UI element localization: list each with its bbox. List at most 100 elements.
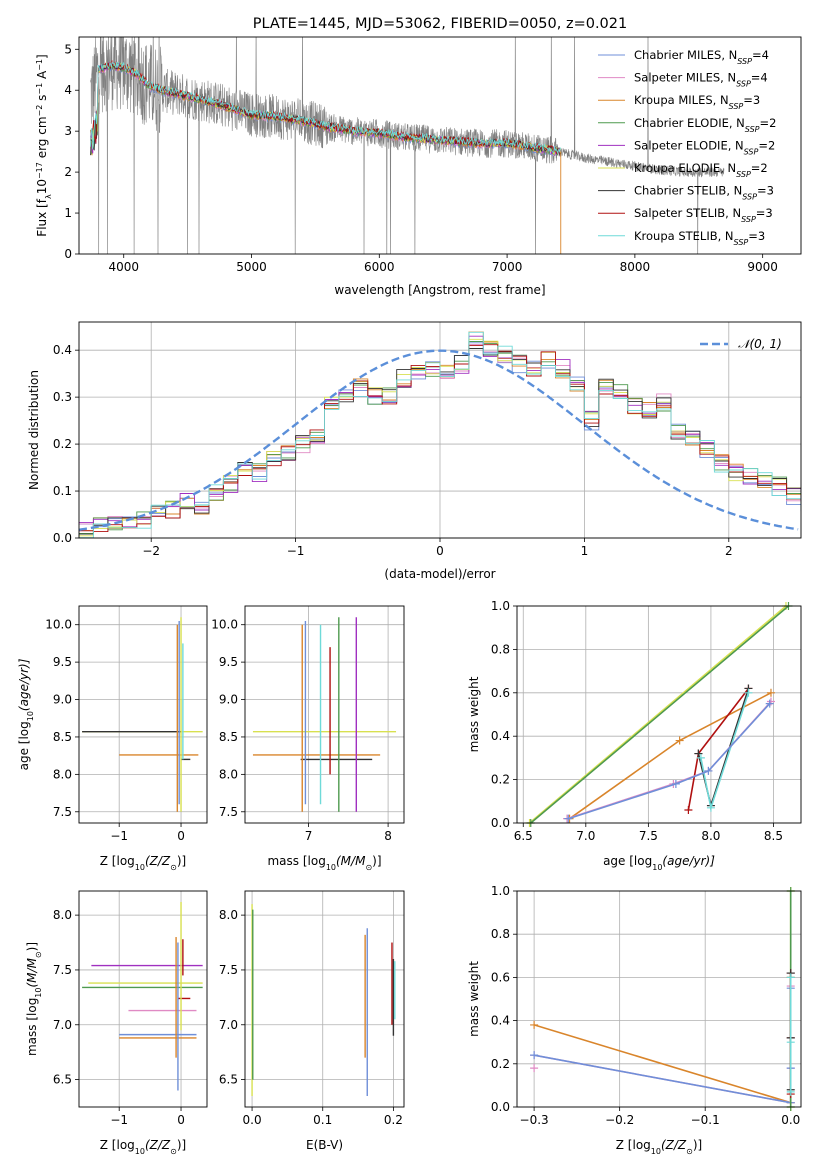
mass-age-panel: 7 8 7.5 8.0 8.5 9.0 9.5 10.0 mass [log10(M/M⊙)] xyxy=(211,605,405,872)
weight-marker xyxy=(675,736,684,745)
residual-histogram xyxy=(79,338,801,537)
legend-label: Chabrier STELIB, NSSP=3 xyxy=(634,184,774,202)
legend-sub: SSP xyxy=(744,147,759,156)
chart-title: PLATE=1445, MJD=53062, FIBERID=0050, z=0… xyxy=(253,16,627,32)
y-tick-label: 7.0 xyxy=(53,1018,72,1032)
y-axis-label: mass [log10(M/M⊙)] xyxy=(25,942,43,1056)
legend-text: Chabrier STELIB, N xyxy=(634,184,742,198)
z-mass-panel: −1 06.57.07.58.0Z [log10(Z/Z⊙)]mass [log1… xyxy=(25,890,208,1156)
label-part: −2 xyxy=(35,105,44,117)
y-tick-label: 8.5 xyxy=(53,730,72,744)
label-part: (M/M xyxy=(336,854,366,868)
axes-frame xyxy=(78,36,802,255)
y-tick-label: 0.6 xyxy=(491,686,510,700)
legend-label: Kroupa ELODIE, NSSP=2 xyxy=(634,161,768,179)
x-tick-label: 6000 xyxy=(364,260,395,274)
residual-histogram xyxy=(79,331,801,532)
x-axis-label: Z [log10(Z/Z⊙)] xyxy=(100,854,186,872)
weight-line xyxy=(533,986,792,1104)
x-tick-label: −0.2 xyxy=(605,1113,634,1127)
label-part: ] xyxy=(35,54,49,59)
label-part: −1 xyxy=(35,59,44,71)
label-part: age [log xyxy=(17,721,31,770)
legend-text: =3 xyxy=(757,184,774,198)
axes-frame xyxy=(244,890,405,1108)
x-tick-label: 7.0 xyxy=(576,829,595,843)
y-tick-label: 0.8 xyxy=(491,642,510,656)
label-part: )] xyxy=(177,1138,186,1152)
y-tick-label: 4 xyxy=(64,83,72,97)
label-part: age [log xyxy=(603,854,652,868)
weight-line xyxy=(528,606,787,823)
weight-marker xyxy=(765,699,774,708)
label-part: ⊙ xyxy=(686,1147,693,1156)
y-tick-label: 0.2 xyxy=(491,1057,510,1071)
label-part: erg cm xyxy=(35,116,49,162)
label-part: Flux [f xyxy=(35,198,49,236)
legend-text: Chabrier MILES, N xyxy=(634,48,737,62)
label-part: (Z/Z xyxy=(145,1138,171,1152)
gaussian-curve xyxy=(79,349,799,531)
weight-marker xyxy=(786,973,795,982)
label-part: )] xyxy=(693,1138,702,1152)
y-tick-label: 0.4 xyxy=(53,343,72,357)
y-tick-label: 0.0 xyxy=(53,531,72,545)
x-axis-label: wavelength [Angstrom, rest frame] xyxy=(334,283,545,297)
label-part: 10 xyxy=(135,1147,145,1156)
x-tick-label: 7000 xyxy=(492,260,523,274)
model-spectrum xyxy=(90,61,561,154)
x-tick-label: 0 xyxy=(436,544,444,558)
y-axis-label: mass weight xyxy=(467,676,481,752)
weight-line xyxy=(568,703,771,820)
y-tick-label: 8.0 xyxy=(219,908,238,922)
legend-text: Kroupa MILES, N xyxy=(634,93,729,107)
y-tick-label: 7.5 xyxy=(219,805,238,819)
x-tick-label: 8000 xyxy=(620,260,651,274)
y-tick-label: 6.5 xyxy=(219,1073,238,1087)
legend-text: =3 xyxy=(748,229,765,243)
y-axis-label: age [log10(age/yr)] xyxy=(17,658,35,770)
y-tick-label: 0.8 xyxy=(491,927,510,941)
label-part: (Z/Z xyxy=(145,854,171,868)
label-part: )] xyxy=(177,854,186,868)
x-tick-label: 8.5 xyxy=(764,829,783,843)
label-part: 10 xyxy=(135,863,145,872)
label-part: λ xyxy=(44,194,53,199)
label-part: (age/yr)] xyxy=(662,854,715,868)
x-axis-label: mass [log10(M/M⊙)] xyxy=(267,854,381,872)
weight-line xyxy=(697,688,750,809)
legend-sub: SSP xyxy=(741,215,756,224)
y-tick-label: 10.0 xyxy=(211,618,238,632)
axes-frame xyxy=(516,890,802,1108)
weight-line xyxy=(533,977,792,1104)
axes-frame xyxy=(78,605,208,824)
legend-text: Chabrier ELODIE, N xyxy=(634,116,745,130)
legend-sub: SSP xyxy=(729,102,744,111)
legend-text: =2 xyxy=(760,116,777,130)
label-part: )] xyxy=(372,854,381,868)
y-tick-label: 7.0 xyxy=(219,1018,238,1032)
x-tick-label: 0.2 xyxy=(384,1113,403,1127)
age-weight-panel: 6.5 7.0 7.5 8.0 8.5 0.0 0.2 0.4 0.6 0.8 1.0 age [lo… xyxy=(467,599,802,872)
y-tick-label: 1.0 xyxy=(491,884,510,898)
weight-marker xyxy=(671,779,680,788)
label-part: s xyxy=(35,95,49,105)
label-part: )] xyxy=(25,942,39,951)
spectrum-panel: 4000 5000 6000 7000 8000 9000 0 1 2 3 4 5 PLATE=1445… xyxy=(35,16,802,297)
y-tick-label: 5 xyxy=(64,42,72,56)
legend-sub: SSP xyxy=(734,237,749,246)
y-tick-label: 7.5 xyxy=(219,963,238,977)
legend-label: Kroupa MILES, NSSP=3 xyxy=(634,93,760,111)
y-tick-label: 2 xyxy=(64,165,72,179)
y-tick-label: 9.5 xyxy=(219,655,238,669)
x-tick-label: 7.5 xyxy=(639,829,658,843)
x-tick-label: 0.0 xyxy=(781,1113,800,1127)
legend-sub: SSP xyxy=(737,57,752,66)
x-tick-label: 8 xyxy=(384,829,392,843)
y-tick-label: 0.0 xyxy=(491,1100,510,1114)
axes-frame xyxy=(516,605,802,824)
legend-label: Kroupa STELIB, NSSP=3 xyxy=(634,229,765,247)
ebv-mass-panel: 0.0 0.1 0.2 6.5 7.0 7.5 8.0 E(B-V) xyxy=(219,890,405,1152)
legend-text: Salpeter ELODIE, N xyxy=(634,138,744,152)
